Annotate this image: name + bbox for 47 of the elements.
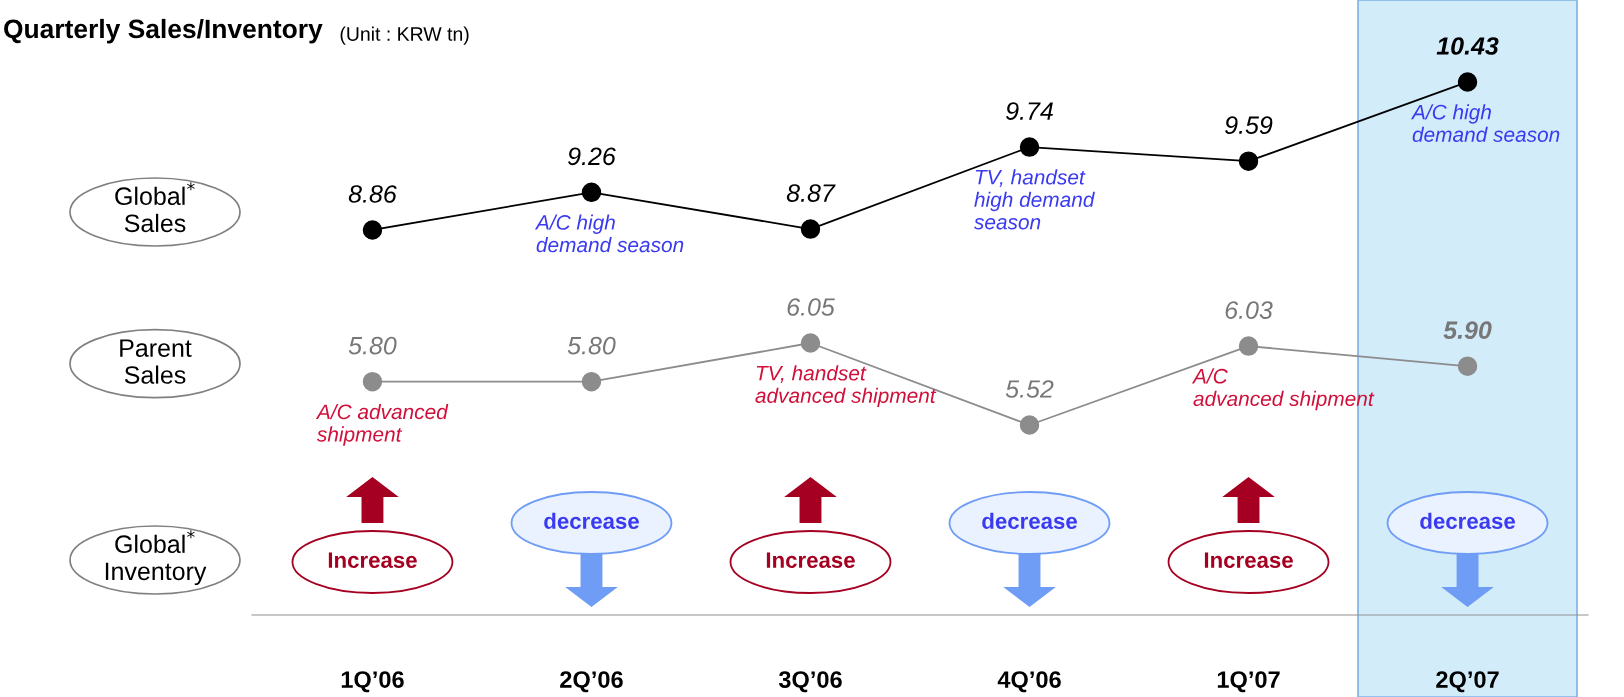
chart-title: Quarterly Sales/Inventory: [4, 18, 323, 44]
text: Global$^{*}$ Inventory: [105, 530, 207, 586]
point: [1238, 151, 1259, 171]
annotation: TV, handset advanced shipment: [755, 365, 937, 408]
annotation: TV, handset high demand season: [974, 169, 1095, 230]
data-label: 6.03: [1225, 301, 1273, 319]
text: decrease: [544, 512, 639, 529]
data-label: 6.05: [787, 298, 835, 316]
data-label: 9.59: [1225, 116, 1273, 135]
data-label: 5.52: [1005, 380, 1054, 398]
x-tick-label: 1Q’07: [1217, 671, 1280, 693]
data-label: 9.26: [568, 147, 616, 166]
point: [800, 333, 821, 353]
point: [581, 182, 602, 203]
annotation: A/C advanced shipment: [315, 403, 449, 446]
text: Increase: [1204, 552, 1293, 568]
point: [362, 220, 383, 240]
data-label: 5.90: [1443, 321, 1492, 340]
text: Global$^{*}$ Sales: [115, 182, 195, 233]
x-tick-label: 1Q’06: [341, 671, 404, 693]
data-label: 5.80: [567, 336, 616, 355]
point: [1457, 356, 1478, 376]
x-tick-label: 2Q’07: [1436, 671, 1499, 693]
x-tick-label: 3Q’06: [778, 671, 842, 693]
text: Parent Sales: [120, 339, 192, 384]
data-label: 10.43: [1436, 37, 1499, 55]
data-label: 8.87: [786, 184, 836, 202]
text: Increase: [766, 552, 855, 568]
data-label: 9.74: [1006, 102, 1053, 120]
annotation: A/C advanced shipment: [1191, 368, 1375, 411]
chart-subtitle: (Unit : KRW tn): [340, 26, 469, 45]
text: decrease: [1420, 512, 1515, 529]
x-tick-label: 2Q’06: [560, 671, 623, 693]
point: [1019, 137, 1040, 157]
point: [1238, 336, 1259, 356]
point: [581, 371, 602, 392]
data-label: 8.86: [348, 185, 397, 203]
point: [1457, 72, 1478, 92]
x-tick-label: 4Q’06: [997, 671, 1061, 693]
point: [1019, 415, 1040, 435]
point: [362, 371, 383, 392]
point: [800, 219, 821, 239]
annotation: A/C high demand season: [534, 214, 684, 253]
text: decrease: [982, 512, 1077, 529]
text: Increase: [328, 552, 417, 568]
annotation: A/C high demand season: [1410, 104, 1560, 142]
data-label: 5.80: [348, 336, 397, 355]
